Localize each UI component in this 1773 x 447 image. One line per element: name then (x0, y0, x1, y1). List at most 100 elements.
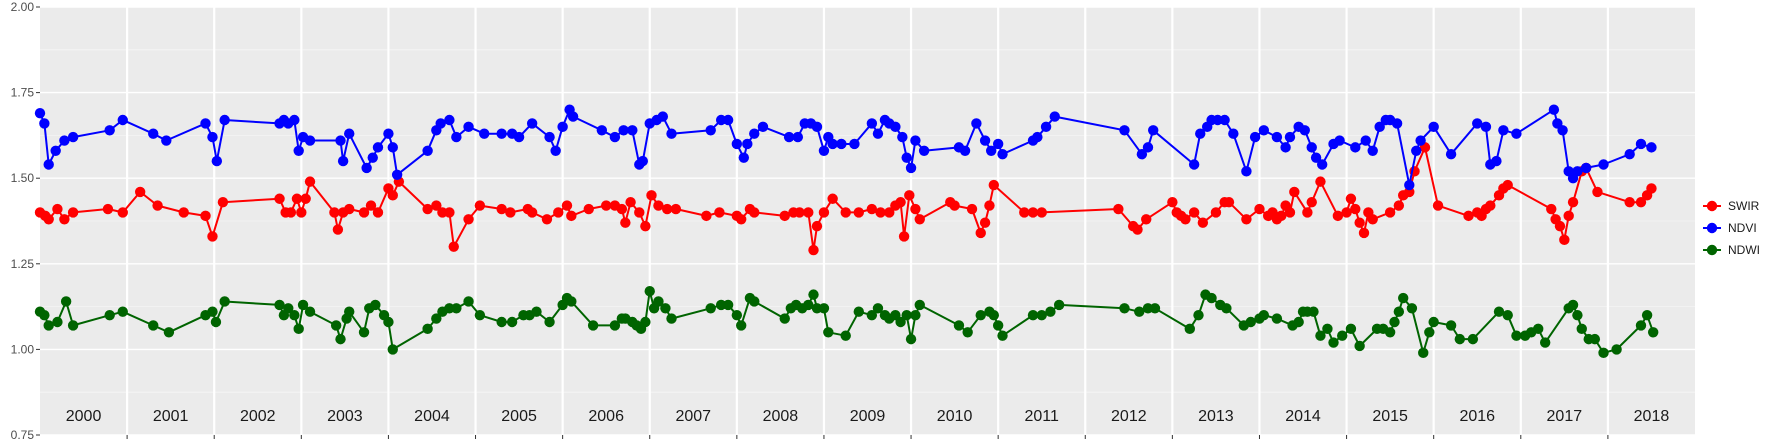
data-point-ndvi (1580, 162, 1592, 174)
data-point-swir (1210, 207, 1222, 218)
data-point-ndvi (479, 128, 490, 139)
y-tick-label: 2.00 (11, 0, 35, 14)
data-point-swir (561, 200, 573, 211)
data-point-ndvi (1491, 155, 1502, 167)
year-label: 2003 (327, 408, 363, 425)
data-point-swir (620, 217, 631, 228)
data-point-ndvi (335, 135, 346, 146)
data-point-ndvi (1299, 125, 1310, 136)
data-point-swir (875, 207, 886, 218)
data-point-swir (884, 207, 895, 218)
year-label: 2014 (1285, 408, 1321, 425)
data-point-ndvi (1391, 118, 1403, 129)
data-point-ndvi (59, 135, 70, 146)
legend-key-point (1706, 222, 1718, 234)
data-point-swir (1223, 196, 1235, 208)
x-axis: 2000 2001 2002 2003 2004 2005 2006 2007 2008 2009… (66, 408, 1669, 439)
data-point-swir (735, 214, 747, 225)
data-point-swir (600, 200, 612, 211)
data-point-ndwi (67, 320, 79, 331)
data-point-ndvi (1415, 135, 1426, 146)
data-point-swir (640, 220, 651, 232)
data-point-ndwi (1337, 330, 1348, 341)
legend-key-point (1706, 244, 1718, 256)
data-point-swir (541, 214, 553, 225)
data-point-swir (1384, 207, 1396, 218)
data-point-ndvi (918, 145, 930, 157)
data-point-swir (1315, 176, 1326, 187)
year-label: 2002 (240, 408, 276, 425)
data-point-ndvi (1241, 166, 1252, 177)
data-point-swir (1354, 217, 1365, 228)
data-point-ndvi (567, 111, 579, 122)
data-point-swir (661, 203, 673, 215)
data-point-ndvi (1598, 159, 1609, 170)
data-point-swir (714, 207, 725, 218)
data-point-swir (984, 200, 995, 211)
data-point-ndwi (640, 316, 651, 328)
data-point-ndwi (163, 327, 175, 338)
data-point-swir (1254, 203, 1265, 215)
data-point-swir (840, 207, 851, 218)
data-point-swir (975, 227, 986, 239)
data-point-swir (1036, 207, 1047, 218)
data-point-ndvi (757, 121, 769, 133)
data-point-swir (803, 207, 814, 218)
year-label: 2013 (1198, 408, 1234, 425)
data-point-ndvi (526, 118, 538, 129)
data-point-swir (979, 217, 991, 228)
data-point-ndwi (289, 309, 300, 321)
data-point-ndvi (905, 162, 917, 174)
data-point-ndvi (50, 145, 61, 157)
data-point-ndvi (293, 145, 304, 157)
data-point-ndvi (34, 107, 46, 119)
data-point-ndvi (1498, 125, 1509, 136)
data-point-ndwi (1511, 330, 1522, 341)
data-point-swir (1463, 210, 1474, 222)
data-point-ndvi (422, 145, 433, 157)
data-point-ndvi (866, 118, 878, 129)
data-point-ndvi (1049, 111, 1060, 122)
data-point-ndwi (304, 306, 316, 317)
data-point-ndvi (731, 138, 743, 150)
y-tick-label: 0.75 (11, 428, 35, 442)
data-point-swir (566, 210, 577, 222)
legend-label: NDWI (1728, 243, 1760, 257)
data-point-ndwi (609, 320, 621, 331)
data-point-swir (152, 200, 163, 211)
data-point-ndwi (1258, 309, 1270, 321)
data-point-swir (966, 203, 978, 215)
data-point-ndvi (666, 128, 677, 139)
data-point-ndvi (836, 138, 847, 150)
data-point-swir (1113, 203, 1124, 215)
data-point-swir (358, 207, 370, 218)
data-point-ndwi (383, 316, 394, 328)
data-point-ndwi (823, 327, 834, 338)
data-point-ndvi (211, 155, 223, 167)
data-point-ndwi (992, 320, 1004, 331)
data-point-ndwi (988, 309, 1000, 321)
data-point-ndvi (742, 138, 753, 150)
data-point-ndvi (1280, 142, 1291, 153)
y-tick-label: 1.00 (11, 342, 35, 356)
data-point-ndwi (39, 309, 50, 321)
data-point-ndwi (566, 296, 577, 307)
data-point-ndvi (827, 138, 838, 150)
data-point-swir (1502, 179, 1513, 191)
data-point-swir (200, 210, 211, 222)
data-point-swir (653, 200, 664, 211)
data-point-ndvi (289, 114, 300, 126)
data-point-ndvi (463, 121, 474, 133)
data-point-swir (496, 203, 507, 215)
data-point-swir (463, 214, 474, 225)
grid-layer (40, 6, 1695, 436)
data-point-swir (102, 203, 114, 215)
data-point-swir (634, 207, 645, 218)
data-point-swir (1559, 234, 1570, 246)
data-point-swir (701, 210, 712, 222)
data-point-ndvi (337, 155, 349, 167)
data-point-swir (300, 193, 311, 204)
data-point-swir (553, 207, 564, 218)
data-point-ndwi (905, 333, 917, 345)
data-point-swir (365, 200, 377, 211)
